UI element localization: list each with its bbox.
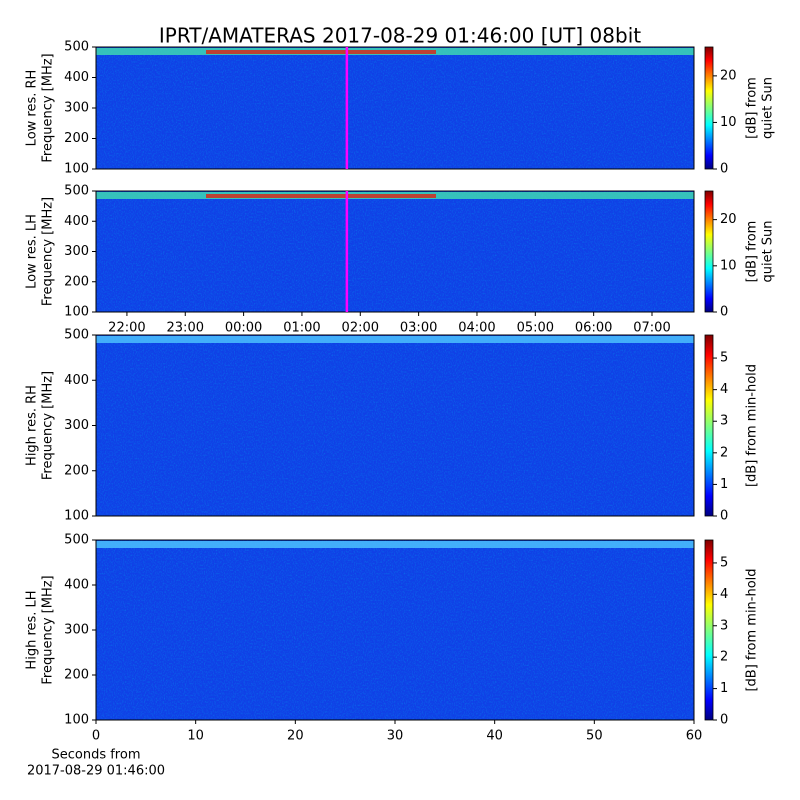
colorbar-label: [dB] from — [745, 221, 760, 283]
x-tick-label: 10 — [187, 729, 204, 744]
x-tick-label: 00:00 — [225, 321, 262, 336]
y-tick-label: 100 — [64, 305, 89, 320]
y-axis-label: Frequency [MHz] — [41, 53, 56, 162]
spectrogram-noise — [96, 191, 694, 312]
colorbar-label: quiet Sun — [761, 220, 776, 282]
x-tick-label: 60 — [686, 729, 703, 744]
y-tick-label: 500 — [64, 40, 89, 55]
x-tick-label: 05:00 — [517, 321, 554, 336]
y-tick-label: 100 — [64, 509, 89, 524]
colorbar-tick-label: 0 — [720, 305, 728, 320]
y-tick-label: 200 — [64, 274, 89, 289]
x-tick-label: 0 — [92, 729, 100, 744]
y-tick-label: 400 — [64, 373, 89, 388]
y-tick-label: 100 — [64, 162, 89, 177]
x-tick-label: 50 — [586, 729, 603, 744]
y-tick-label: 300 — [64, 418, 89, 433]
y-tick-label: 400 — [64, 214, 89, 229]
colorbar-label: [dB] from min-hold — [745, 364, 760, 487]
x-tick-label: 04:00 — [458, 321, 495, 336]
spectrogram-band — [96, 541, 694, 548]
y-axis-label: Low res. LH — [25, 214, 40, 289]
x-axis-label: Seconds from — [51, 748, 140, 763]
y-tick-label: 200 — [64, 463, 89, 478]
colorbar — [704, 46, 714, 170]
colorbar-tick-label: 2 — [720, 445, 728, 460]
x-tick-label: 22:00 — [108, 321, 145, 336]
colorbar-label: [dB] from — [745, 77, 760, 139]
colorbar — [704, 190, 714, 313]
spectrogram-noise — [96, 47, 694, 169]
colorbar-tick-label: 3 — [720, 414, 728, 429]
y-tick-label: 500 — [64, 328, 89, 343]
y-tick-label: 200 — [64, 131, 89, 146]
colorbar-label: [dB] from min-hold — [745, 568, 760, 691]
y-tick-label: 400 — [64, 70, 89, 85]
x-tick-label: 30 — [387, 729, 404, 744]
y-tick-label: 200 — [64, 668, 89, 683]
colorbar-tick-label: 1 — [720, 477, 728, 492]
spectrogram-band — [96, 336, 694, 343]
y-tick-label: 300 — [64, 101, 89, 116]
colorbar-tick-label: 3 — [720, 618, 728, 633]
y-tick-label: 500 — [64, 184, 89, 199]
x-tick-label: 23:00 — [167, 321, 204, 336]
y-tick-label: 400 — [64, 578, 89, 593]
y-tick-label: 300 — [64, 623, 89, 638]
colorbar-tick-label: 4 — [720, 587, 728, 602]
colorbar-tick-label: 2 — [720, 650, 728, 665]
x-tick-label: 07:00 — [633, 321, 670, 336]
x-tick-label: 02:00 — [342, 321, 379, 336]
colorbar — [704, 539, 714, 721]
x-tick-label: 20 — [287, 729, 304, 744]
colorbar-tick-label: 20 — [720, 212, 737, 227]
x-tick-label: 40 — [486, 729, 503, 744]
spectrogram-band-hot — [206, 50, 436, 54]
x-tick-label: 03:00 — [400, 321, 437, 336]
colorbar-tick-label: 0 — [720, 713, 728, 728]
spectrogram-band-hot — [206, 194, 436, 198]
y-axis-label: Frequency [MHz] — [41, 575, 56, 684]
colorbar-tick-label: 0 — [720, 162, 728, 177]
y-tick-label: 300 — [64, 244, 89, 259]
y-axis-label: High res. LH — [25, 590, 40, 669]
y-axis-label: Frequency [MHz] — [41, 197, 56, 306]
colorbar-tick-label: 5 — [720, 555, 728, 570]
colorbar-tick-label: 10 — [720, 258, 737, 273]
colorbar-tick-label: 4 — [720, 382, 728, 397]
colorbar — [704, 334, 714, 517]
spectrogram-noise — [96, 335, 694, 516]
colorbar-tick-label: 1 — [720, 681, 728, 696]
x-tick-label: 06:00 — [575, 321, 612, 336]
x-tick-label: 01:00 — [283, 321, 320, 336]
x-axis-label: 2017-08-29 01:46:00 — [27, 764, 165, 779]
colorbar-tick-label: 20 — [720, 68, 737, 83]
spectrogram-noise — [96, 540, 694, 720]
y-tick-label: 500 — [64, 533, 89, 548]
colorbar-tick-label: 5 — [720, 351, 728, 366]
y-axis-label: High res. RH — [25, 385, 40, 466]
y-tick-label: 100 — [64, 713, 89, 728]
colorbar-tick-label: 0 — [720, 509, 728, 524]
colorbar-label: quiet Sun — [761, 77, 776, 139]
colorbar-tick-label: 10 — [720, 115, 737, 130]
y-axis-label: Low res. RH — [25, 70, 40, 147]
figure-title: IPRT/AMATERAS 2017-08-29 01:46:00 [UT] 0… — [159, 24, 641, 48]
y-axis-label: Frequency [MHz] — [41, 371, 56, 480]
